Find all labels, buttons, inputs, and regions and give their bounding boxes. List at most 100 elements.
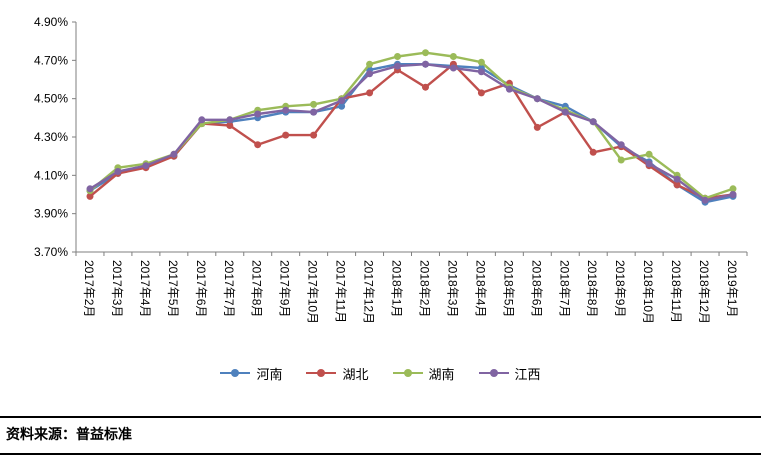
x-axis-label: 2018年6月 (529, 260, 543, 317)
data-point-marker (422, 60, 429, 68)
y-axis-label: 4.90% (34, 15, 68, 29)
data-point-marker (338, 102, 346, 110)
legend-marker-icon (220, 369, 251, 378)
legend-marker-icon (478, 369, 509, 378)
data-point-marker (449, 53, 457, 60)
x-axis-label: 2017年10月 (306, 260, 320, 324)
source-footer: 资料来源：普益标准 (0, 416, 761, 455)
data-point-marker (477, 58, 485, 66)
data-point-marker (86, 192, 94, 200)
data-point-marker (366, 70, 374, 78)
x-axis-label: 2018年11月 (669, 260, 683, 323)
x-axis-label: 2017年7月 (222, 260, 236, 317)
series-湖南 (86, 49, 737, 202)
data-point-marker (533, 123, 541, 131)
x-axis-label: 2018年10月 (641, 260, 655, 324)
x-axis-label: 2017年9月 (278, 260, 292, 317)
x-axis-label: 2018年5月 (501, 260, 515, 317)
data-point-marker (338, 97, 346, 105)
data-point-marker (673, 181, 681, 189)
data-point-marker (366, 89, 374, 97)
data-point-marker (422, 49, 429, 57)
legend-item: 河南 (220, 364, 282, 383)
data-point-marker (449, 64, 457, 72)
data-point-marker (394, 62, 401, 70)
legend-label: 河南 (256, 366, 283, 382)
data-point-marker (198, 116, 206, 124)
data-point-marker (589, 118, 597, 126)
chart-legend: 河南 湖北 湖南 江西 (0, 360, 761, 386)
series-湖北 (86, 60, 737, 202)
data-point-marker (645, 150, 653, 158)
legend-label: 江西 (514, 366, 541, 382)
x-axis-label: 2018年2月 (418, 260, 432, 317)
data-point-marker (310, 100, 318, 108)
data-point-marker (673, 175, 681, 183)
data-point-marker (86, 185, 94, 193)
series-line (89, 62, 734, 202)
data-point-marker (422, 83, 429, 91)
y-axis-label: 4.50% (34, 92, 68, 106)
x-axis-label: 2018年12月 (697, 260, 711, 324)
series-河南 (86, 60, 737, 206)
data-point-marker (254, 110, 262, 118)
y-axis-label: 3.90% (34, 207, 68, 221)
x-axis-label: 2017年6月 (194, 260, 208, 317)
data-point-marker (533, 95, 541, 103)
data-point-marker (729, 185, 737, 193)
x-axis-label: 2017年8月 (250, 260, 264, 317)
series-line (89, 62, 734, 200)
data-point-marker (729, 191, 737, 198)
legend-item: 湖北 (306, 364, 369, 383)
x-axis-label: 2019年1月 (725, 260, 739, 317)
line-chart: 4.90% 4.70% 4.50% 4.30% 4.10% 3.90% 3.70% 2017年… (34, 15, 748, 324)
x-axis-label: 2017年2月 (82, 260, 96, 317)
x-axis-label: 2018年3月 (445, 260, 459, 317)
x-axis-label: 2018年4月 (473, 260, 487, 317)
data-point-marker (254, 141, 262, 149)
y-axis-label: 4.10% (34, 168, 68, 182)
legend-label: 湖北 (342, 366, 369, 382)
data-point-marker (170, 150, 178, 158)
y-axis-label: 3.70% (34, 245, 68, 259)
x-axis-label: 2017年12月 (362, 260, 376, 324)
x-axis-label: 2018年8月 (585, 260, 599, 317)
data-point-marker (282, 131, 290, 139)
data-point-marker (477, 68, 485, 76)
line-chart-svg: 4.90% 4.70% 4.50% 4.30% 4.10% 3.90% 3.70% 2017年… (34, 15, 748, 324)
data-point-marker (366, 60, 374, 68)
data-point-marker (617, 156, 625, 164)
series-line (89, 51, 734, 200)
data-point-marker (226, 122, 234, 129)
x-axis-label: 2018年7月 (557, 260, 571, 317)
data-point-marker (561, 108, 569, 116)
x-axis-label: 2018年9月 (613, 260, 627, 317)
x-axis-label: 2017年4月 (138, 260, 152, 317)
data-point-marker (142, 162, 150, 170)
x-axis-label: 2017年3月 (110, 260, 124, 317)
data-point-marker (310, 131, 318, 139)
legend-label: 湖南 (428, 366, 455, 382)
data-point-marker (645, 160, 653, 168)
legend-marker-icon (306, 369, 337, 378)
data-point-marker (394, 53, 401, 60)
series-line (89, 62, 734, 204)
source-label: 资料来源：普益标准 (6, 427, 132, 443)
data-point-marker (701, 196, 709, 204)
data-point-marker (477, 89, 485, 97)
legend-marker-icon (392, 369, 423, 378)
y-axis-label: 4.70% (34, 53, 68, 67)
data-point-marker (505, 85, 513, 93)
x-axis-label: 2017年5月 (166, 260, 180, 317)
data-point-marker (282, 106, 290, 114)
data-point-marker (114, 168, 122, 175)
legend-item: 湖南 (392, 364, 455, 383)
data-point-marker (226, 116, 234, 124)
series-江西 (86, 60, 737, 204)
legend-item: 江西 (478, 364, 541, 383)
x-axis-label: 2017年11月 (334, 260, 348, 323)
data-point-marker (589, 148, 597, 156)
data-point-marker (310, 108, 318, 116)
data-point-marker (617, 141, 625, 149)
